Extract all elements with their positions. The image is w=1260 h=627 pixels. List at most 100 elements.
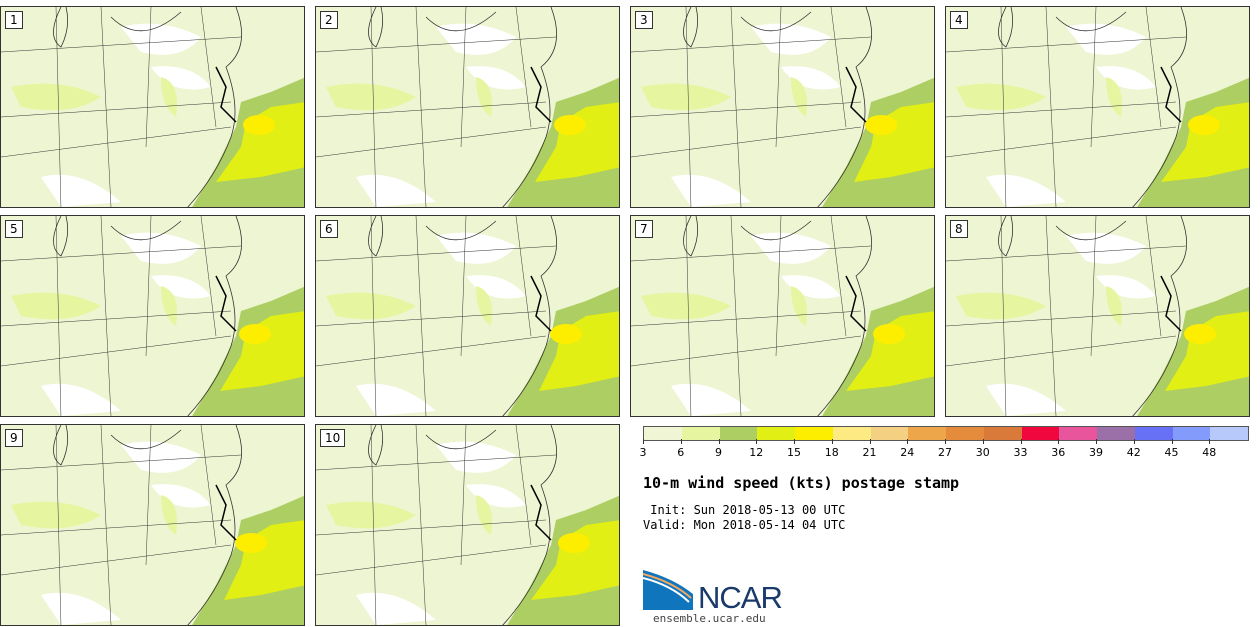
colorbar-segment bbox=[908, 427, 946, 440]
colorbar-tick bbox=[831, 439, 833, 444]
low-wind-region bbox=[986, 23, 1156, 207]
chesapeake-coast bbox=[1160, 275, 1182, 332]
panel-number: 1 bbox=[5, 11, 23, 29]
panel-number: 6 bbox=[320, 220, 338, 238]
colorbar-segment bbox=[946, 427, 984, 440]
wind-speed-map bbox=[316, 425, 619, 625]
ensemble-member-panel: 5 bbox=[0, 215, 305, 417]
low-wind-region bbox=[356, 23, 526, 207]
colorbar-segment bbox=[1172, 427, 1211, 440]
low-wind-region bbox=[356, 232, 526, 416]
colorbar bbox=[643, 426, 1249, 441]
wind-speed-map bbox=[1, 216, 304, 416]
light-wind-region bbox=[11, 286, 177, 326]
wind-region-12-18 bbox=[854, 102, 934, 182]
panel-number: 9 bbox=[5, 429, 23, 447]
wind-region-12-18 bbox=[539, 311, 619, 391]
panel-number: 7 bbox=[635, 220, 653, 238]
low-wind-region bbox=[356, 441, 526, 625]
light-wind-region bbox=[11, 77, 177, 117]
colorbar-segment bbox=[1059, 427, 1097, 440]
ensemble-member-panel: 3 bbox=[630, 6, 935, 208]
wind-max-region bbox=[550, 324, 582, 344]
wind-max-region bbox=[873, 324, 905, 344]
chesapeake-coast bbox=[530, 275, 552, 332]
wind-speed-map bbox=[946, 216, 1249, 416]
state-borders bbox=[946, 216, 1187, 416]
low-wind-region bbox=[41, 232, 211, 416]
colorbar-segment bbox=[1134, 427, 1173, 440]
colorbar-segment bbox=[719, 427, 758, 440]
colorbar-tick-label: 3 bbox=[639, 446, 647, 459]
colorbar-tick-label: 27 bbox=[938, 446, 952, 459]
light-wind-region bbox=[326, 495, 492, 535]
colorbar-segment bbox=[983, 427, 1022, 440]
ensemble-member-panel: 4 bbox=[945, 6, 1250, 208]
colorbar-tick-label: 33 bbox=[1013, 446, 1028, 459]
chesapeake-coast bbox=[1160, 66, 1182, 123]
colorbar-segment bbox=[795, 427, 833, 440]
colorbar-tick bbox=[1133, 439, 1135, 444]
colorbar-tick-label: 39 bbox=[1089, 446, 1103, 459]
light-wind-region bbox=[956, 77, 1122, 117]
light-wind-region bbox=[11, 495, 177, 535]
colorbar-tick-label: 18 bbox=[824, 446, 839, 459]
colorbar-tick bbox=[982, 439, 984, 444]
logo-url: ensemble.ucar.edu bbox=[653, 612, 766, 625]
low-wind-region bbox=[671, 232, 841, 416]
colorbar-tick bbox=[1020, 439, 1022, 444]
wind-speed-map bbox=[631, 7, 934, 207]
low-wind-region bbox=[41, 23, 211, 207]
colorbar-segment bbox=[644, 427, 682, 440]
wind-region-12-18 bbox=[224, 520, 304, 600]
colorbar-segment bbox=[1021, 427, 1060, 440]
colorbar-tick-label: 45 bbox=[1164, 446, 1179, 459]
panel-number: 10 bbox=[320, 429, 346, 447]
light-wind-region bbox=[326, 286, 492, 326]
wind-speed-map bbox=[946, 7, 1249, 207]
panel-number: 2 bbox=[320, 11, 338, 29]
colorbar-tick-label: 6 bbox=[677, 446, 685, 459]
ncar-logo-text: NCAR bbox=[698, 580, 783, 615]
chesapeake-coast bbox=[530, 66, 552, 123]
ensemble-member-panel: 7 bbox=[630, 215, 935, 417]
wind-speed-map bbox=[316, 7, 619, 207]
colorbar-tick-label: 42 bbox=[1126, 446, 1141, 459]
chesapeake-coast bbox=[215, 66, 237, 123]
wind-speed-map bbox=[631, 216, 934, 416]
colorbar-tick bbox=[643, 439, 644, 444]
colorbar-segment bbox=[757, 427, 795, 440]
ensemble-member-panel: 9 bbox=[0, 424, 305, 626]
chesapeake-coast bbox=[845, 275, 867, 332]
wind-max-region bbox=[865, 115, 897, 135]
colorbar-tick bbox=[869, 439, 871, 444]
ensemble-member-panel: 8 bbox=[945, 215, 1250, 417]
wind-max-region bbox=[1184, 324, 1216, 344]
wind-speed-map bbox=[316, 216, 619, 416]
valid-time: Valid: Mon 2018-05-14 04 UTC bbox=[643, 518, 846, 532]
chesapeake-coast bbox=[530, 484, 552, 541]
state-borders bbox=[946, 7, 1187, 207]
wind-max-region bbox=[243, 115, 275, 135]
panel-number: 4 bbox=[950, 11, 968, 29]
chesapeake-coast bbox=[215, 484, 237, 541]
state-borders bbox=[631, 7, 872, 207]
state-borders bbox=[316, 216, 557, 416]
wind-max-region bbox=[558, 533, 590, 553]
colorbar-tick bbox=[1171, 439, 1173, 444]
panel-number: 8 bbox=[950, 220, 968, 238]
colorbar-segment bbox=[1210, 427, 1248, 440]
ncar-logo-icon bbox=[643, 570, 693, 610]
chesapeake-coast bbox=[215, 275, 237, 332]
state-borders bbox=[631, 216, 872, 416]
low-wind-region bbox=[671, 23, 841, 207]
wind-region-12-18 bbox=[531, 520, 619, 600]
low-wind-region bbox=[41, 441, 211, 625]
colorbar-tick-label: 36 bbox=[1051, 446, 1066, 459]
colorbar-tick-label: 15 bbox=[787, 446, 801, 459]
colorbar-tick-label: 21 bbox=[862, 446, 877, 459]
colorbar-tick bbox=[718, 439, 720, 444]
wind-max-region bbox=[239, 324, 271, 344]
colorbar-tick bbox=[1209, 439, 1211, 444]
colorbar-tick bbox=[1058, 439, 1060, 444]
